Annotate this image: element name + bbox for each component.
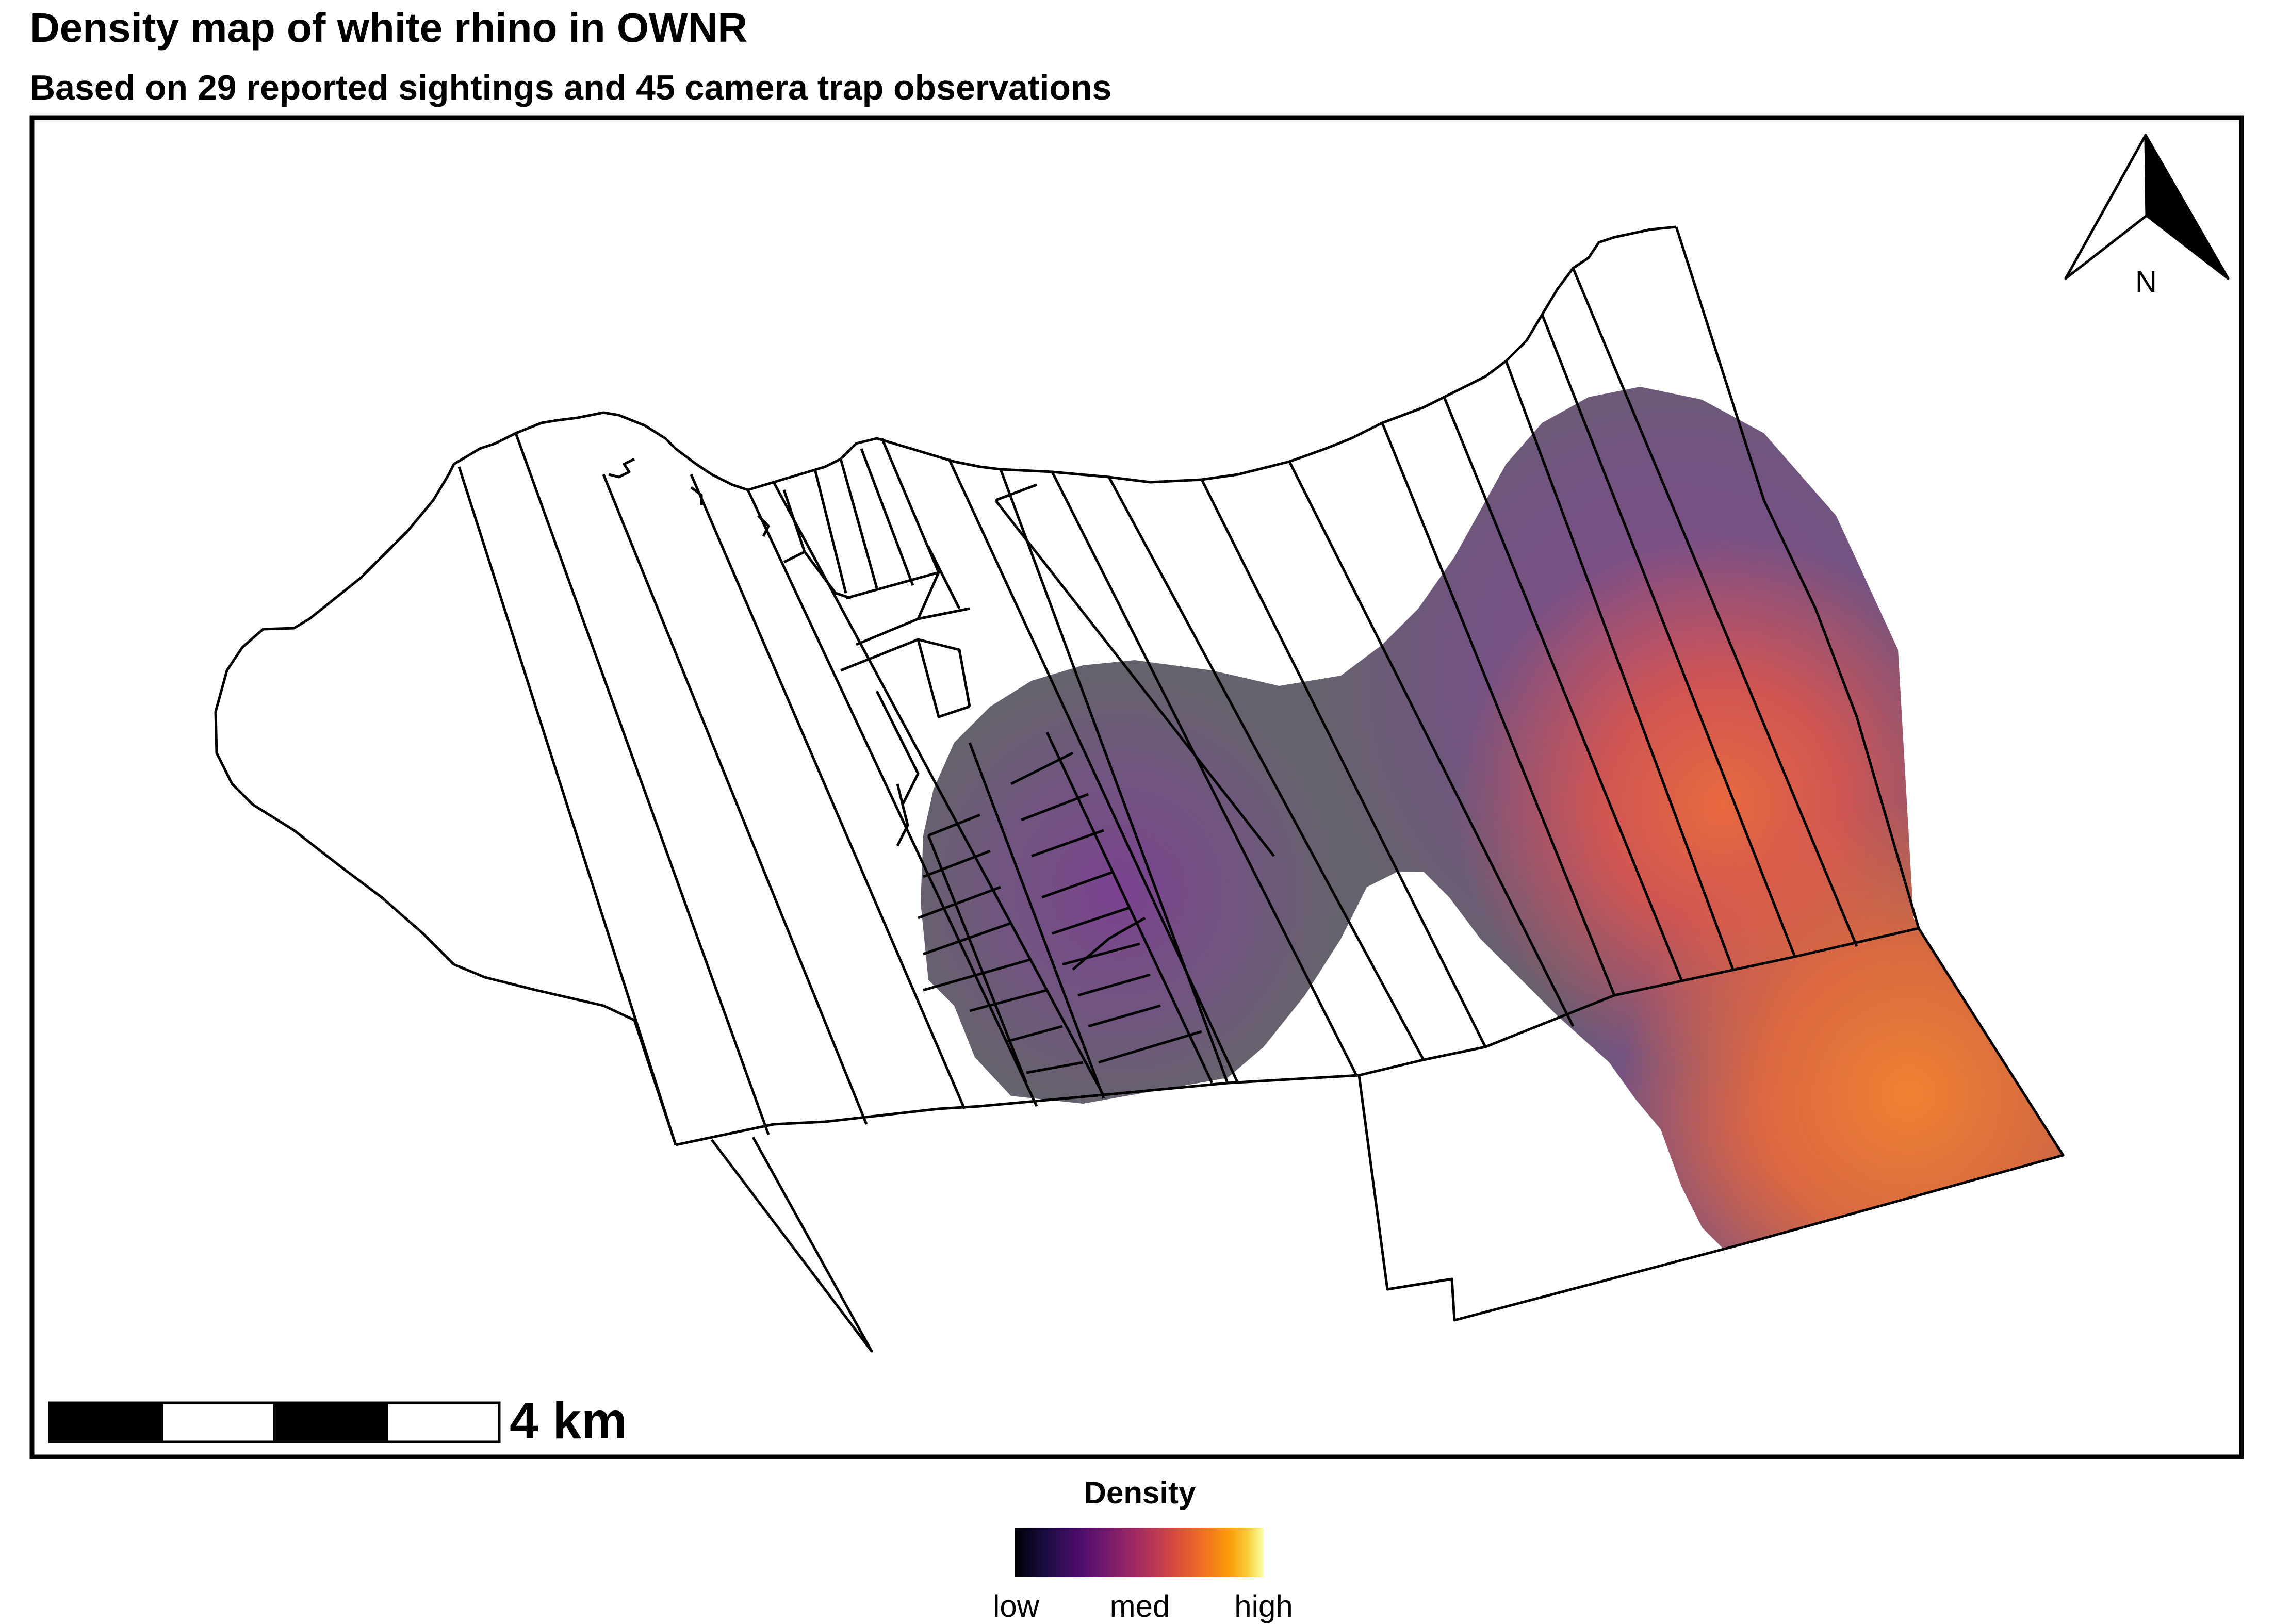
scale-bar-label: 4 km (510, 1392, 627, 1450)
north-label: N (2135, 265, 2157, 299)
legend-colorbar (1015, 1528, 1264, 1577)
map-frame (29, 115, 2244, 1459)
north-arrow-icon (2064, 134, 2230, 280)
property-boundaries (214, 225, 2065, 1353)
legend-tick-high: high (1234, 1589, 1293, 1623)
density-surface (921, 387, 2063, 1248)
legend-tick-med: med (1109, 1589, 1170, 1623)
scale-bar (48, 1401, 501, 1443)
legend-tick-low: low (992, 1589, 1040, 1623)
map-title: Density map of white rhino in OWNR (30, 5, 748, 51)
map-subtitle: Based on 29 reported sightings and 45 ca… (30, 68, 1112, 107)
legend-title: Density (1084, 1475, 1196, 1510)
